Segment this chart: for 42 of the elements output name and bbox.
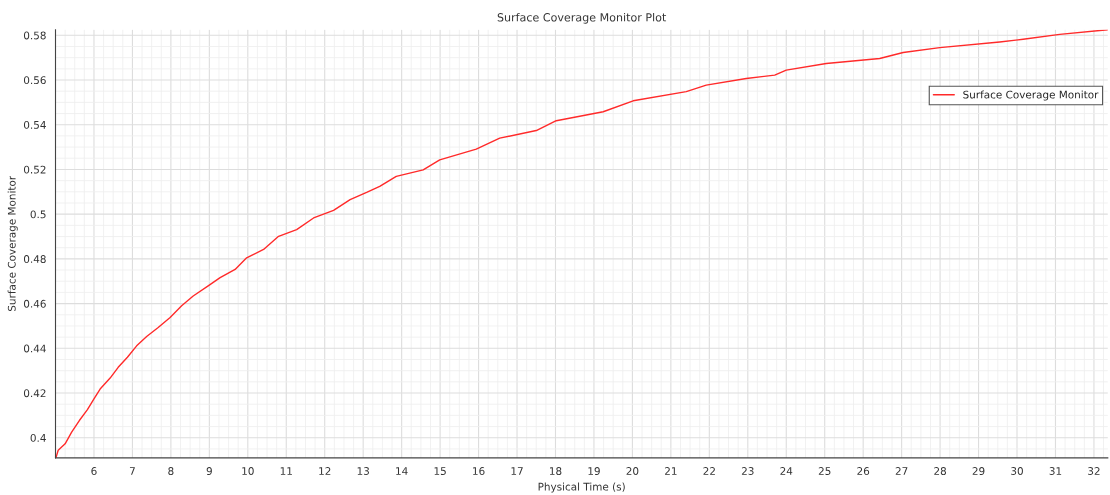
chart-title: Surface Coverage Monitor Plot: [497, 12, 667, 24]
x-tick-label: 31: [1049, 467, 1062, 475]
y-tick-label: 0.4: [30, 433, 46, 442]
x-tick-label: 14: [396, 467, 408, 475]
legend-label: Surface Coverage Monitor: [963, 90, 1099, 101]
x-tick-label: 25: [818, 467, 831, 475]
x-tick-label: 13: [357, 467, 369, 475]
line-series: [55, 29, 1108, 458]
y-tick-label: 0.52: [23, 165, 46, 174]
x-tick-label: 30: [1011, 467, 1023, 475]
y-tick-label: 0.58: [23, 31, 46, 40]
x-tick-label: 12: [319, 467, 331, 475]
x-tick-label: 20: [626, 467, 639, 475]
x-tick-label: 15: [434, 467, 446, 475]
x-tick-label: 11: [280, 467, 292, 475]
x-tick-label: 6: [91, 467, 97, 475]
x-tick-label: 26: [857, 467, 870, 475]
y-tick-label: 0.48: [23, 255, 46, 263]
x-tick-label: 17: [511, 467, 523, 475]
x-tick-label: 7: [129, 467, 135, 475]
x-tick-label: 27: [895, 467, 908, 475]
x-axis-title: Physical Time (s): [538, 482, 625, 493]
x-tick-label: 22: [703, 467, 715, 475]
y-tick-label: 0.44: [23, 344, 46, 353]
y-tick-label: 0.54: [23, 120, 46, 129]
x-tick-label: 21: [665, 467, 677, 475]
y-tick-label: 0.5: [30, 210, 46, 219]
x-tick-label: 18: [550, 467, 562, 475]
y-tick-label: 0.56: [23, 76, 46, 85]
x-tick-label: 8: [168, 467, 174, 475]
y-tick-label: 0.42: [23, 389, 46, 398]
y-axis-title: Surface Coverage Monitor: [7, 175, 18, 312]
x-tick-label: 29: [972, 467, 985, 475]
x-tick-label: 16: [473, 467, 485, 475]
x-tick-label: 24: [780, 467, 793, 475]
x-tick-label: 28: [934, 467, 947, 475]
x-tick-label: 32: [1088, 467, 1100, 475]
x-tick-label: 9: [206, 467, 212, 475]
x-tick-label: 23: [741, 467, 754, 475]
y-tick-label: 0.46: [23, 299, 46, 308]
x-tick-label: 19: [588, 467, 600, 475]
x-tick-label: 10: [242, 467, 254, 475]
